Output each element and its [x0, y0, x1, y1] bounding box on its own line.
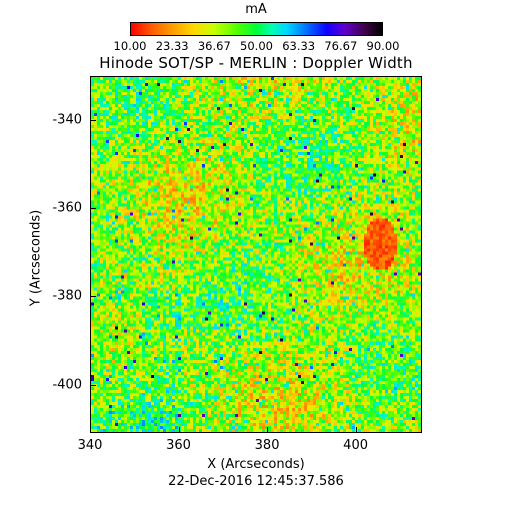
colorbar-unit-label: mA	[245, 2, 267, 17]
colorbar-tick-label: 76.67	[324, 39, 358, 53]
colorbar-tick-label: 50.00	[240, 39, 273, 53]
y-tick-mark	[90, 384, 96, 386]
colorbar-tick-label: 23.33	[155, 39, 189, 53]
y-tick-label: -380	[52, 288, 82, 304]
timestamp: 22-Dec-2016 12:45:37.586	[168, 474, 344, 489]
y-tick-label: -360	[52, 200, 82, 216]
x-tick-mark	[267, 427, 269, 433]
y-tick-mark	[90, 120, 96, 122]
heatmap-plot-area	[90, 76, 422, 433]
x-tick-mark	[178, 427, 180, 433]
colorbar-tick-label: 63.33	[282, 39, 316, 53]
colorbar-tick-label: 36.67	[197, 39, 231, 53]
y-tick-mark	[90, 296, 96, 298]
colorbar-tick-label: 90.00	[366, 39, 400, 53]
colorbar-tick-labels: 10.00 23.33 36.67 50.00 63.33 76.67 90.00	[110, 39, 410, 53]
x-tick-label: 360	[166, 438, 191, 453]
y-tick-label: -340	[52, 112, 82, 128]
doppler-width-heatmap	[91, 77, 421, 432]
x-tick-label: 380	[254, 438, 280, 453]
y-tick-label: -400	[52, 377, 82, 393]
x-tick-label: 400	[343, 438, 369, 453]
y-tick-mark	[90, 208, 96, 210]
colorbar-tick-label: 10.00	[113, 39, 147, 53]
x-tick-mark	[90, 427, 91, 433]
chart-title: Hinode SOT/SP - MERLIN : Doppler Width	[99, 54, 413, 72]
colorbar	[130, 22, 383, 36]
x-tick-label: 340	[77, 438, 103, 453]
x-axis-label: X (Arcseconds)	[207, 457, 305, 472]
y-axis-label: Y (Arcseconds)	[28, 209, 44, 307]
x-tick-mark	[355, 427, 357, 433]
